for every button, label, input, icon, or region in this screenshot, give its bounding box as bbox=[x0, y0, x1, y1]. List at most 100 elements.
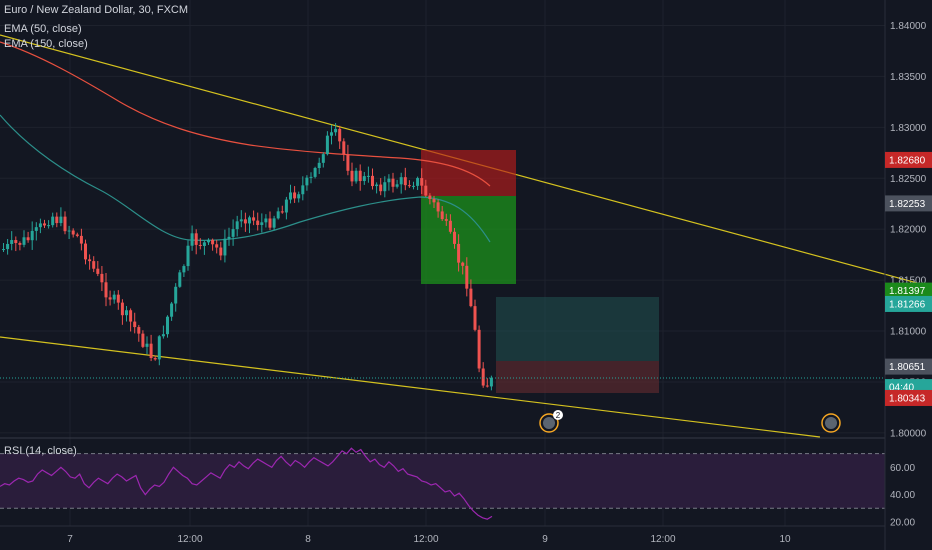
candle-body bbox=[358, 170, 362, 182]
candle-body bbox=[219, 247, 223, 256]
rsi-tick-label: 20.00 bbox=[890, 517, 915, 528]
price-label-text: 1.82253 bbox=[889, 199, 926, 210]
candle-body bbox=[334, 128, 338, 133]
candle-body bbox=[485, 385, 489, 387]
candle-body bbox=[67, 230, 71, 232]
short-position-target-zone[interactable] bbox=[421, 196, 516, 284]
candle-body bbox=[133, 321, 137, 328]
chart-title[interactable]: Euro / New Zealand Dollar, 30, FXCM bbox=[4, 4, 189, 16]
candle-body bbox=[317, 162, 321, 169]
time-tick-label: 9 bbox=[542, 534, 548, 545]
time-tick-label: 7 bbox=[67, 534, 73, 545]
candle-body bbox=[129, 310, 133, 322]
candle-body bbox=[120, 302, 124, 316]
candle-body bbox=[153, 358, 157, 360]
candle-body bbox=[34, 227, 38, 231]
candle-body bbox=[424, 185, 428, 196]
rsi-band bbox=[0, 453, 885, 509]
price-axis[interactable]: 1.84000 1.83500 1.83000 1.82500 1.82000 1.815… bbox=[890, 21, 927, 439]
event-marker-1[interactable]: 2 bbox=[539, 410, 563, 433]
candle-body bbox=[473, 306, 477, 330]
candle-body bbox=[84, 243, 87, 260]
candle-body bbox=[51, 216, 55, 226]
candle-body bbox=[428, 195, 432, 200]
candle-body bbox=[448, 220, 452, 232]
candle-body bbox=[264, 218, 268, 223]
price-label-box: 1.81266 bbox=[885, 295, 932, 312]
candle-body bbox=[198, 244, 202, 246]
long-position-stop-zone[interactable] bbox=[496, 361, 659, 393]
position-tools[interactable] bbox=[421, 150, 659, 393]
candle-body bbox=[305, 177, 309, 186]
candle-body bbox=[178, 272, 182, 287]
candle-body bbox=[407, 185, 411, 187]
candle-body bbox=[465, 265, 469, 289]
candle-body bbox=[10, 240, 14, 244]
candle-body bbox=[399, 177, 403, 185]
event-marker-2[interactable] bbox=[821, 413, 841, 433]
candle-body bbox=[227, 236, 231, 239]
candle-body bbox=[26, 237, 30, 241]
ema-150-line bbox=[0, 41, 491, 187]
candle-body bbox=[100, 273, 104, 283]
candle-body bbox=[145, 343, 149, 347]
rsi-legend[interactable]: RSI (14, close) bbox=[4, 445, 77, 457]
price-tick-label: 1.81500 bbox=[890, 276, 927, 287]
candle-body bbox=[383, 182, 387, 192]
time-axis[interactable]: 7 12:00 8 12:00 9 12:00 10 bbox=[67, 534, 791, 545]
candle-body bbox=[161, 334, 165, 337]
price-label-box: 1.80343 bbox=[885, 389, 932, 406]
short-position-stop-zone[interactable] bbox=[421, 150, 516, 196]
price-label-bg bbox=[885, 195, 932, 212]
price-labels: 1.82680 1.82253 1.81397 1.81266 1.80651 04:40… bbox=[885, 151, 932, 406]
event-markers[interactable]: 2 bbox=[539, 410, 841, 433]
candle-body bbox=[280, 211, 284, 213]
candle-body bbox=[47, 225, 51, 227]
candle-body bbox=[338, 128, 342, 142]
candle-body bbox=[22, 237, 26, 245]
candle-body bbox=[239, 219, 243, 222]
candle-body bbox=[481, 368, 485, 386]
candle-body bbox=[379, 184, 383, 192]
candle-body bbox=[104, 282, 108, 298]
candle-body bbox=[461, 262, 465, 266]
candle-body bbox=[444, 219, 448, 221]
price-label-text: 1.80343 bbox=[889, 393, 926, 404]
candle-body bbox=[457, 243, 461, 263]
price-tick-label: 1.83000 bbox=[890, 123, 927, 134]
candle-body bbox=[354, 170, 358, 182]
candle-body bbox=[436, 202, 440, 212]
candle-body bbox=[243, 219, 247, 224]
candle-body bbox=[301, 185, 305, 195]
lower-trendline[interactable] bbox=[0, 336, 821, 438]
price-label-text: 1.82680 bbox=[889, 155, 926, 166]
price-tick-label: 1.83500 bbox=[890, 72, 927, 83]
candle-body bbox=[108, 297, 112, 300]
price-tick-label: 1.81000 bbox=[890, 327, 927, 338]
candlesticks bbox=[2, 123, 493, 391]
candle-body bbox=[75, 234, 79, 236]
candle-body bbox=[276, 211, 280, 219]
ema-50-legend[interactable]: EMA (50, close) bbox=[4, 23, 82, 35]
candle-body bbox=[366, 175, 370, 177]
candle-body bbox=[18, 243, 22, 245]
candle-body bbox=[432, 199, 436, 203]
time-tick-label: 12:00 bbox=[177, 534, 202, 545]
rsi-axis[interactable]: 60.00 40.00 20.00 bbox=[890, 463, 915, 529]
time-tick-label: 12:00 bbox=[413, 534, 438, 545]
candle-body bbox=[342, 141, 346, 155]
candle-body bbox=[38, 223, 42, 228]
candle-body bbox=[268, 218, 272, 228]
candle-body bbox=[346, 154, 350, 171]
long-position-target-zone[interactable] bbox=[496, 297, 659, 361]
candle-body bbox=[149, 343, 153, 359]
ema-150-legend[interactable]: EMA (150, close) bbox=[4, 38, 88, 50]
candle-body bbox=[350, 170, 354, 182]
candle-body bbox=[194, 233, 198, 245]
candle-body bbox=[313, 168, 317, 177]
candle-body bbox=[30, 230, 34, 241]
event-marker-count: 2 bbox=[556, 411, 561, 420]
candle-body bbox=[174, 286, 178, 304]
candle-body bbox=[170, 303, 174, 317]
